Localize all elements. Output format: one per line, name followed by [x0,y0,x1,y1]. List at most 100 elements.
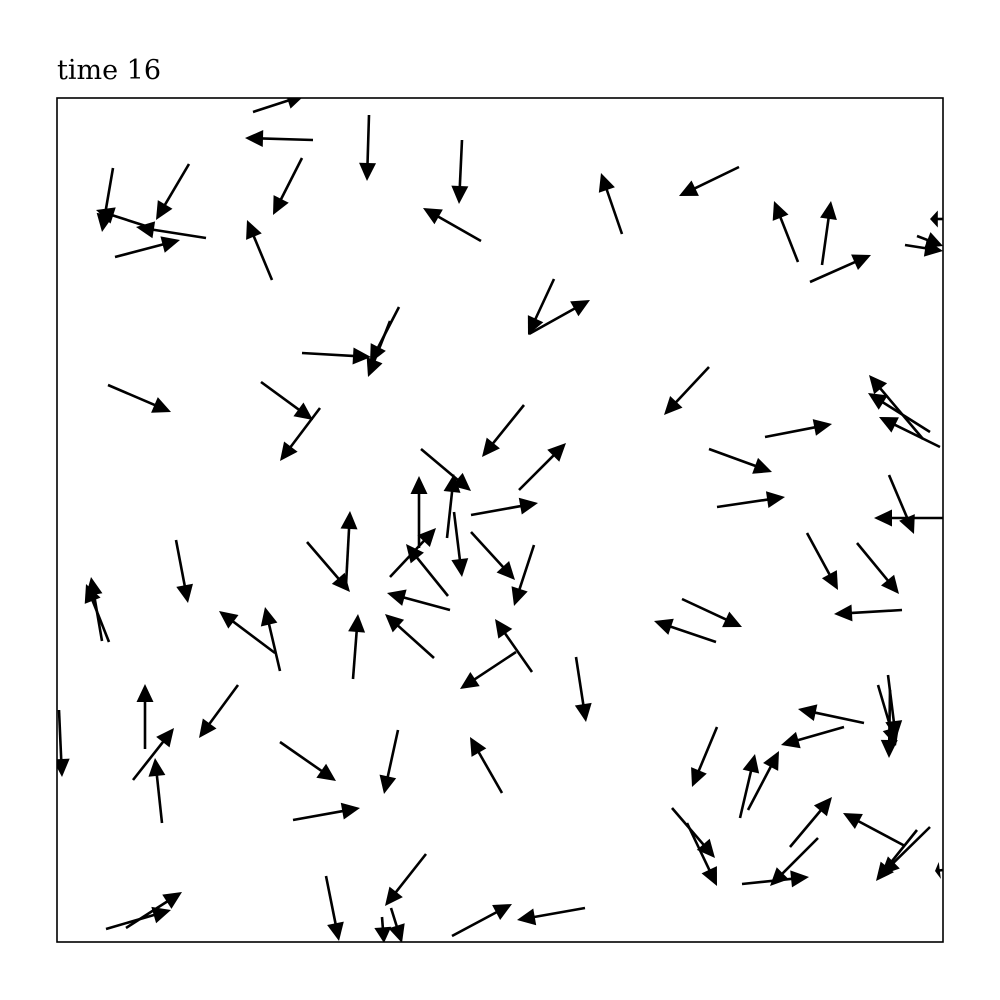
arrow-50 [470,531,515,580]
arrow-89 [770,837,819,886]
arrow-58 [219,611,276,655]
arrow-shaft [57,709,63,762]
arrow-head [879,417,899,433]
arrow-shaft [301,351,356,358]
arrow-shaft [306,541,341,581]
arrow-head [765,491,785,509]
arrow-95 [374,916,392,942]
arrow-shaft [780,837,819,876]
arrow-shaft [386,729,400,779]
arrow-60 [834,604,903,622]
arrow-head [406,544,424,564]
arrow-shaft [252,98,291,114]
arrow-shaft [436,214,482,243]
arrow-head [547,443,566,462]
arrow-shaft [491,404,526,446]
arrow-head [410,476,428,494]
plot-frame [56,97,944,943]
arrow-shaft [470,504,523,517]
chart-title: time 16 [57,55,162,86]
arrow-head [763,751,779,771]
arrow-84 [789,797,832,848]
arrow-59 [681,597,742,628]
arrow-shaft [685,822,712,873]
arrow-36 [708,447,772,474]
arrow-head [348,614,366,633]
arrow-head [374,926,392,942]
arrow-62 [385,614,435,659]
arrow-shaft [393,853,428,895]
arrow-28 [280,407,322,461]
arrow-32 [879,417,941,449]
arrow-head [654,618,674,635]
arrow-17 [136,221,207,240]
arrow-shaft [279,740,324,773]
arrow-15 [916,232,943,248]
arrow-shaft [880,400,931,434]
arrow-67 [199,684,240,738]
arrow-shaft [103,167,115,217]
arrow-48 [389,528,436,578]
arrow-head [293,402,313,420]
arrow-8 [598,173,624,235]
arrow-68 [136,684,154,749]
arrow-80 [880,689,898,758]
arrow-head [148,758,166,777]
arrow-6 [156,163,191,220]
arrow-34 [482,404,526,457]
arrow-10 [930,210,943,228]
arrow-head [245,130,264,148]
arrow-shaft [887,689,892,743]
arrow-head [722,611,742,628]
arrow-head [162,892,182,909]
arrow-83 [746,751,779,811]
arrow-head [160,236,180,253]
arrow-shaft [451,910,499,938]
arrow-51 [511,544,536,606]
arrow-head [379,774,397,794]
arrow-shaft [420,448,460,482]
arrow-shaft [738,769,753,819]
arrow-21 [527,278,556,335]
arrow-head [246,220,262,240]
arrow-shaft [267,622,282,672]
arrow-head [151,397,171,413]
arrow-head [517,908,537,926]
arrow-shaft [708,447,758,468]
arrow-head [327,921,344,941]
arrow-shaft [207,684,240,726]
arrow-shaft [372,320,392,363]
arrow-shaft [105,913,157,931]
arrow-shaft [849,608,903,615]
arrow-shaft [472,650,517,682]
arrow-19 [423,208,482,243]
arrow-head [470,737,487,757]
arrow-38 [716,491,785,509]
arrow-72 [279,740,336,781]
arrow-31 [868,393,931,434]
arrow-head [136,221,156,239]
arrow-head [443,474,461,493]
arrow-head [388,923,405,942]
arrow-shaft [174,539,187,588]
arrow-52 [406,544,450,597]
arrow-42 [443,474,461,539]
arrow-27 [260,380,313,420]
arrow-57 [260,607,282,672]
arrow-shaft [574,656,585,707]
arrow-head [772,201,789,221]
arrow-63 [654,618,717,644]
arrow-24 [366,320,392,377]
arrow-shaft [292,809,345,822]
arrow-head [156,200,173,220]
arrow-head [287,98,302,109]
arrow-head [781,731,801,749]
arrow-98 [125,892,182,930]
arrow-56 [387,589,451,612]
arrow-94 [324,875,344,941]
arrow-85 [843,813,906,848]
arrow-93 [385,853,428,906]
arrow-shaft [380,916,385,930]
arrow-shaft [344,526,351,586]
